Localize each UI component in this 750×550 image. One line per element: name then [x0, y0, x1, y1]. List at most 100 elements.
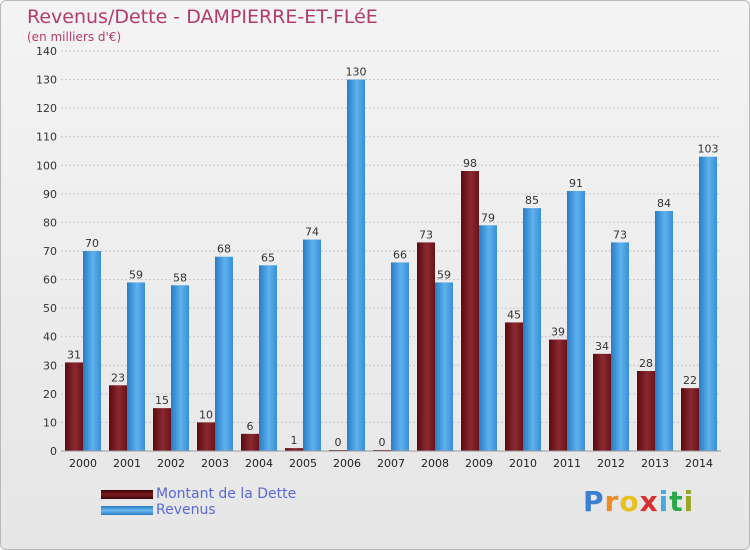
data-label: 34 — [595, 340, 609, 353]
bar-revenus — [303, 239, 321, 451]
y-tick-label: 90 — [43, 188, 57, 201]
y-tick-label: 30 — [43, 359, 57, 372]
y-axis-ticks: 0 10 20 30 40 50 60 70 80 90 100 110 120 130 140 — [36, 45, 57, 458]
bar-dette — [681, 388, 699, 451]
bar-dette — [153, 408, 171, 451]
bar-dette — [109, 385, 127, 451]
data-label: 84 — [657, 197, 671, 210]
chart-subtitle: (en milliers d'€) — [27, 30, 122, 44]
y-tick-label: 80 — [43, 216, 57, 229]
bar-revenus — [83, 251, 101, 451]
x-tick-label: 2005 — [289, 457, 317, 470]
bar-dette — [65, 362, 83, 451]
bar-revenus — [127, 282, 145, 451]
data-label: 22 — [683, 374, 697, 387]
bar-dette — [593, 353, 611, 451]
y-tick-label: 20 — [43, 388, 57, 401]
logo-letter: o — [619, 485, 640, 518]
bar-dette — [285, 448, 303, 451]
bar-revenus — [699, 156, 717, 451]
x-tick-label: 2001 — [113, 457, 141, 470]
data-label: 31 — [67, 348, 81, 361]
legend-label-revenus: Revenus — [156, 502, 216, 518]
data-label: 15 — [155, 394, 169, 407]
y-tick-label: 60 — [43, 274, 57, 287]
y-tick-label: 0 — [50, 445, 57, 458]
data-label: 130 — [346, 66, 367, 79]
bar-revenus — [171, 285, 189, 451]
y-tick-label: 40 — [43, 331, 57, 344]
logo-letter: t — [669, 485, 684, 518]
logo-letter: i — [683, 485, 695, 518]
x-tick-label: 2006 — [333, 457, 361, 470]
data-label: 59 — [129, 268, 143, 281]
logo-letter: x — [639, 485, 659, 518]
data-label: 10 — [199, 408, 213, 421]
bar-dette — [417, 242, 435, 451]
legend-swatch-revenus — [101, 506, 153, 515]
data-label: 6 — [247, 420, 254, 433]
bar-revenus — [655, 211, 673, 451]
x-tick-label: 2008 — [421, 457, 449, 470]
chart-title: Revenus/Dette - DAMPIERRE-ET-FLéE — [27, 6, 378, 28]
x-tick-label: 2010 — [509, 457, 537, 470]
bar-revenus — [259, 265, 277, 451]
data-label: 39 — [551, 326, 565, 339]
bar-dette — [549, 339, 567, 451]
data-label: 79 — [481, 211, 495, 224]
data-label: 66 — [393, 248, 407, 261]
data-label: 85 — [525, 194, 539, 207]
bar-revenus — [523, 208, 541, 451]
y-tick-label: 110 — [36, 131, 57, 144]
x-tick-label: 2014 — [685, 457, 713, 470]
bar-dette — [241, 433, 259, 451]
y-tick-label: 50 — [43, 302, 57, 315]
x-axis-ticks: 2000 2001 2002 2003 2004 2005 2006 2007 2008 2009… — [69, 457, 713, 470]
legend-label-dette: Montant de la Dette — [156, 486, 297, 502]
bar-revenus — [479, 225, 497, 451]
y-tick-label: 120 — [36, 102, 57, 115]
data-label: 65 — [261, 251, 275, 264]
x-tick-label: 2000 — [69, 457, 97, 470]
data-label: 103 — [698, 143, 719, 156]
x-tick-label: 2003 — [201, 457, 229, 470]
data-label: 59 — [437, 268, 451, 281]
bar-revenus — [435, 282, 453, 451]
x-tick-label: 2013 — [641, 457, 669, 470]
bar-revenus — [611, 242, 629, 451]
proxiti-logo: Proxiti — [583, 485, 694, 518]
bar-dette — [197, 422, 215, 451]
data-label: 45 — [507, 308, 521, 321]
y-tick-label: 140 — [36, 45, 57, 58]
data-label: 28 — [639, 357, 653, 370]
logo-letter: i — [658, 485, 670, 518]
data-label: 74 — [305, 226, 319, 239]
data-label: 98 — [463, 157, 477, 170]
data-label: 68 — [217, 243, 231, 256]
x-tick-label: 2011 — [553, 457, 581, 470]
y-tick-label: 130 — [36, 74, 57, 87]
data-label: 73 — [613, 228, 627, 241]
bar-revenus — [567, 191, 585, 451]
data-label: 70 — [85, 237, 99, 250]
bar-dette — [505, 322, 523, 451]
y-tick-label: 70 — [43, 245, 57, 258]
bar-revenus — [347, 79, 365, 452]
bar-chart: 0 10 20 30 40 50 60 70 80 90 100 110 120 130 140 31 70 2… — [36, 45, 721, 470]
x-tick-label: 2007 — [377, 457, 405, 470]
legend-swatch-dette — [101, 490, 153, 499]
x-tick-label: 2004 — [245, 457, 273, 470]
bar-revenus — [215, 256, 233, 451]
data-label: 23 — [111, 371, 125, 384]
data-label: 58 — [173, 271, 187, 284]
bar-dette — [637, 371, 655, 451]
y-tick-label: 100 — [36, 159, 57, 172]
bars: 31 70 23 59 15 58 10 68 6 65 1 74 0 130 0 66 73 59 98 79 45 8… — [65, 66, 719, 452]
x-tick-label: 2012 — [597, 457, 625, 470]
logo-letter: P — [583, 485, 605, 518]
bar-dette — [461, 171, 479, 451]
x-tick-label: 2009 — [465, 457, 493, 470]
data-label: 73 — [419, 228, 433, 241]
x-tick-label: 2002 — [157, 457, 185, 470]
